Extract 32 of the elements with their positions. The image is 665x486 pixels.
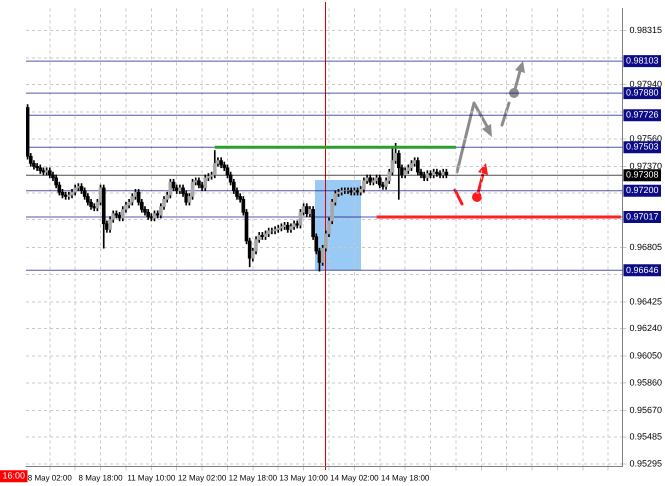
ref-line-label: 0.97503: [626, 142, 659, 152]
y-tick-label: 0.97370: [629, 160, 662, 171]
x-tick-label: 8 May 02:00: [28, 473, 72, 482]
ref-line-label: 0.98103: [626, 56, 659, 66]
ref-line-label: 0.97308: [626, 170, 659, 180]
y-tick-label: 0.95295: [629, 458, 662, 469]
candlestick: [114, 210, 118, 218]
x-tick-label: 12 May 02:00: [178, 473, 227, 482]
y-tick-label: 0.97940: [629, 78, 662, 89]
ref-line-label: 0.97200: [626, 185, 659, 196]
x-tick-label: 12 May 18:00: [228, 473, 278, 482]
ref-line-label: 0.96646: [626, 264, 659, 275]
candlestick: [282, 222, 286, 230]
y-tick-label: 0.95860: [629, 378, 662, 388]
ref-line-label: 0.97017: [626, 211, 659, 222]
y-tick-label: 0.97560: [629, 134, 662, 144]
candlestick: [356, 188, 360, 196]
x-tick-label: 14 May 02:00: [330, 473, 380, 482]
x-tick-label: 14 May 18:00: [380, 473, 430, 482]
x-tick-label: 11 May 10:00: [127, 473, 176, 482]
ref-line-label: 0.97726: [626, 110, 659, 120]
y-tick-label: 0.96240: [629, 323, 662, 334]
y-tick-label: 0.96050: [629, 350, 662, 360]
x-tick-label: 13 May 10:00: [279, 473, 328, 482]
y-tick-label: 0.95670: [629, 404, 662, 415]
y-tick-label: 0.96805: [629, 242, 662, 252]
y-tick-label: 0.95485: [629, 431, 662, 442]
text: 16:00: [2, 470, 26, 481]
y-tick-label: 0.98315: [629, 25, 662, 36]
x-tick-label: 8 May 18:00: [78, 473, 124, 482]
y-tick-label: 0.96425: [629, 296, 662, 306]
ref-line-label: 0.97880: [626, 88, 659, 98]
